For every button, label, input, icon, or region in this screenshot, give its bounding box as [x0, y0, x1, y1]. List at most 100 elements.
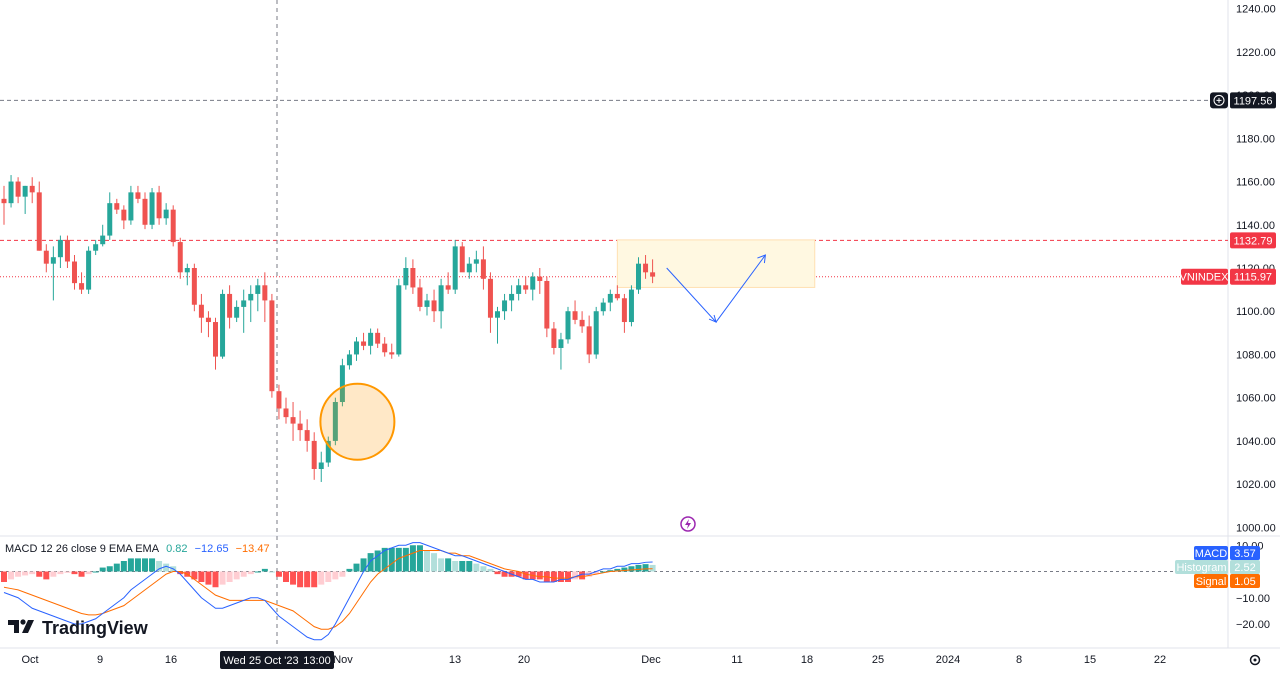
- candle-body[interactable]: [396, 285, 402, 355]
- candle-body[interactable]: [15, 181, 21, 197]
- candle-body[interactable]: [198, 304, 204, 318]
- candle-body[interactable]: [128, 192, 134, 221]
- candle-body[interactable]: [523, 285, 529, 290]
- candle-body[interactable]: [558, 339, 564, 348]
- candle-body[interactable]: [290, 417, 296, 424]
- candle-body[interactable]: [339, 365, 345, 402]
- candle-body[interactable]: [269, 300, 275, 392]
- candle-body[interactable]: [156, 192, 162, 219]
- candle-body[interactable]: [332, 402, 338, 441]
- candle-body[interactable]: [650, 272, 656, 277]
- candle-body[interactable]: [276, 391, 282, 409]
- candle-body[interactable]: [36, 192, 42, 251]
- candle-body[interactable]: [311, 440, 317, 469]
- candle-body[interactable]: [530, 276, 536, 290]
- candle-body[interactable]: [621, 298, 627, 323]
- candle-body[interactable]: [43, 250, 49, 264]
- candle-body[interactable]: [248, 293, 254, 301]
- candle-body[interactable]: [459, 246, 465, 273]
- candle-body[interactable]: [72, 261, 77, 284]
- annotation-rectangle[interactable]: [616, 239, 816, 288]
- candle-body[interactable]: [262, 285, 268, 301]
- candle-body[interactable]: [177, 242, 183, 273]
- candle-body[interactable]: [445, 285, 451, 290]
- candle-body[interactable]: [579, 319, 585, 327]
- candle-body[interactable]: [487, 278, 493, 318]
- candle-body[interactable]: [382, 343, 388, 353]
- candle-body[interactable]: [438, 285, 444, 312]
- candle-body[interactable]: [325, 440, 331, 463]
- macd-line[interactable]: [3, 542, 653, 641]
- annotation-ellipse[interactable]: [319, 382, 396, 461]
- candle-body[interactable]: [473, 259, 479, 264]
- candle-body[interactable]: [304, 430, 310, 441]
- candle-body[interactable]: [403, 268, 409, 286]
- candle-body[interactable]: [135, 192, 141, 199]
- candle-body[interactable]: [509, 293, 515, 301]
- candle-body[interactable]: [241, 300, 247, 307]
- candle-body[interactable]: [213, 322, 218, 357]
- candle-body[interactable]: [191, 268, 197, 305]
- candle-body[interactable]: [502, 300, 508, 312]
- candle-body[interactable]: [480, 259, 486, 279]
- candle-body[interactable]: [368, 332, 374, 346]
- candle-body[interactable]: [234, 306, 240, 318]
- candle-body[interactable]: [643, 263, 649, 273]
- candle-body[interactable]: [227, 293, 233, 318]
- candle-body[interactable]: [121, 209, 127, 221]
- candle-body[interactable]: [114, 203, 120, 210]
- candle-body[interactable]: [149, 192, 155, 225]
- candle-body[interactable]: [551, 328, 557, 348]
- candle-body[interactable]: [431, 300, 437, 312]
- candle-body[interactable]: [100, 235, 106, 245]
- candle-body[interactable]: [163, 209, 169, 219]
- candle-body[interactable]: [565, 311, 571, 340]
- candle-body[interactable]: [417, 287, 423, 307]
- candle-body[interactable]: [93, 244, 99, 251]
- candle-body[interactable]: [22, 185, 28, 197]
- candle-body[interactable]: [57, 239, 63, 258]
- candle-body[interactable]: [142, 198, 148, 225]
- candle-body[interactable]: [50, 257, 56, 264]
- gear-icon[interactable]: [1249, 654, 1261, 666]
- candle-body[interactable]: [346, 354, 352, 366]
- candle-body[interactable]: [544, 280, 550, 329]
- candle-body[interactable]: [410, 268, 416, 288]
- candle-body[interactable]: [424, 300, 430, 307]
- candle-body[interactable]: [1, 198, 7, 204]
- candle-body[interactable]: [516, 285, 522, 294]
- candle-body[interactable]: [389, 352, 395, 355]
- candle-body[interactable]: [318, 462, 324, 469]
- candle-body[interactable]: [64, 239, 70, 262]
- candle-body[interactable]: [572, 311, 578, 320]
- candle-body[interactable]: [495, 311, 500, 318]
- candle-body[interactable]: [170, 209, 176, 243]
- candle-body[interactable]: [283, 408, 289, 418]
- candle-body[interactable]: [255, 285, 261, 294]
- candle-body[interactable]: [297, 423, 303, 431]
- candle-body[interactable]: [354, 341, 359, 355]
- candle-body[interactable]: [86, 250, 92, 290]
- candle-body[interactable]: [220, 293, 226, 357]
- candle-body[interactable]: [628, 289, 634, 323]
- candle-body[interactable]: [375, 332, 381, 344]
- candle-body[interactable]: [593, 311, 599, 355]
- candle-body[interactable]: [600, 302, 606, 312]
- macd-signal-line[interactable]: [3, 550, 653, 630]
- candle-body[interactable]: [607, 293, 613, 303]
- macd-legend[interactable]: MACD 12 26 close 9 EMA EMA 0.82 −12.65 −…: [5, 543, 274, 555]
- tradingview-logo[interactable]: TradingView: [8, 618, 148, 639]
- candle-body[interactable]: [614, 293, 620, 299]
- candle-body[interactable]: [8, 181, 14, 204]
- candle-body[interactable]: [79, 283, 85, 290]
- candle-body[interactable]: [29, 185, 35, 193]
- candle-body[interactable]: [361, 341, 367, 346]
- candle-body[interactable]: [636, 263, 641, 290]
- candle-body[interactable]: [205, 317, 211, 323]
- candle-body[interactable]: [537, 276, 543, 281]
- candle-body[interactable]: [466, 263, 472, 273]
- candle-body[interactable]: [452, 246, 458, 290]
- candle-body[interactable]: [107, 203, 113, 236]
- candle-body[interactable]: [586, 326, 592, 355]
